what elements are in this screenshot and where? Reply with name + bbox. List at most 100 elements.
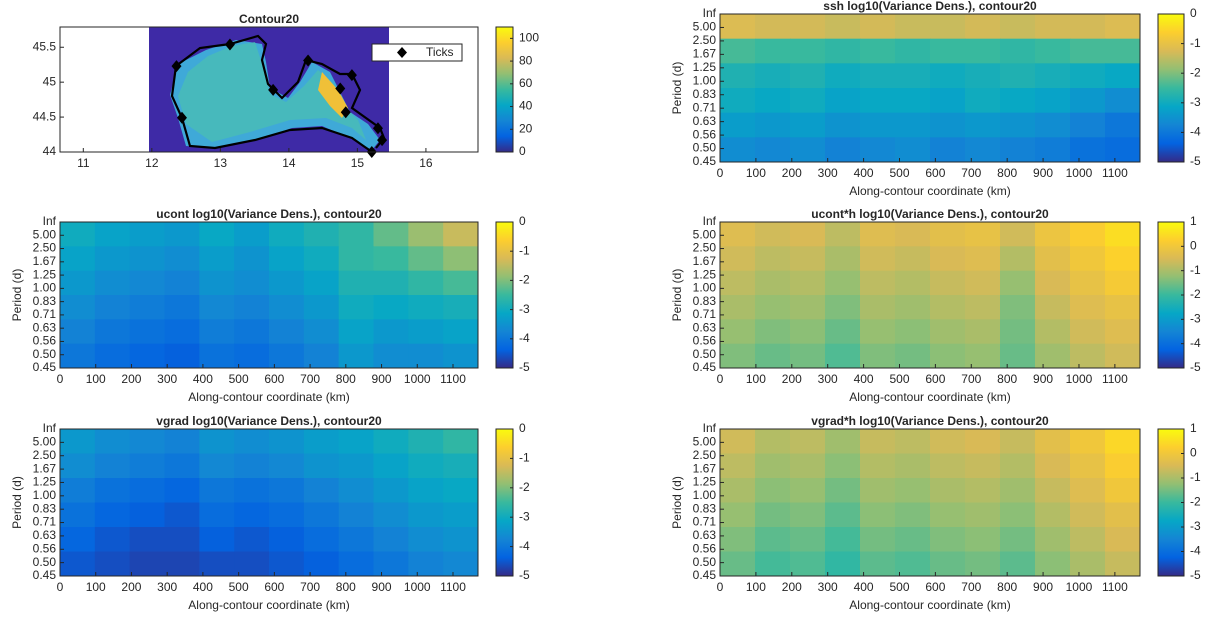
heatmap-cell (1035, 14, 1071, 40)
colorbar-tick-label: -3 (519, 509, 530, 523)
heatmap-cell (129, 343, 165, 369)
panel: 0 100 200 300 400 500 600 700 800 900 1000 1100 Inf5… (670, 207, 1201, 404)
heatmap-cell (234, 502, 270, 528)
heatmap-cell (720, 137, 756, 163)
heatmap-cell (164, 478, 200, 503)
heatmap-cell (164, 551, 200, 577)
x-tick-label: 900 (372, 580, 392, 594)
heatmap-cell (965, 38, 1001, 64)
heatmap-cell (1000, 453, 1036, 479)
heatmap-cell (1000, 527, 1036, 552)
heatmap-cell (895, 63, 931, 89)
heatmap-cell (755, 38, 791, 64)
heatmap-cell (199, 453, 235, 479)
heatmap-cell (303, 246, 340, 272)
heatmap-cell (860, 319, 896, 345)
heatmap-cell (269, 270, 305, 296)
x-tick-label: 900 (1033, 372, 1053, 386)
heatmap-cell (1000, 88, 1036, 114)
tick-marker (340, 106, 351, 119)
heatmap-cell (338, 551, 374, 577)
heatmap-cell (303, 343, 340, 369)
heatmap-cell (1035, 343, 1071, 369)
heatmap-cell (720, 527, 756, 552)
heatmap-cell (234, 270, 270, 296)
heatmap-cell (1070, 343, 1106, 369)
heatmap-cell (860, 63, 896, 89)
heatmap-cell (930, 112, 966, 138)
heatmap-cell (1035, 429, 1071, 454)
heatmap-cell (338, 502, 374, 528)
heatmap-cell (373, 246, 409, 272)
heatmap-cell (930, 478, 966, 503)
x-axis-label: Along-contour coordinate (km) (849, 184, 1010, 198)
heatmap-cell (790, 551, 826, 577)
heatmap-cell (303, 478, 340, 503)
heatmap-cell (164, 429, 200, 454)
colorbar-tick-label: 60 (519, 76, 533, 90)
x-tick-label: 1000 (404, 372, 431, 386)
y-tick-label: 1.00 (33, 488, 57, 502)
heatmap-cell (338, 343, 374, 369)
heatmap-cell (129, 270, 165, 296)
x-tick-label: 700 (961, 372, 981, 386)
heatmap-cell (930, 270, 966, 296)
heatmap-cell (1000, 14, 1036, 40)
y-tick-label: 1.00 (693, 488, 717, 502)
x-tick-label: 400 (193, 372, 213, 386)
heatmap-cell (338, 453, 374, 479)
heatmap-cell (94, 343, 131, 369)
heatmap-cell (965, 137, 1001, 163)
heatmap-cell (1105, 527, 1141, 552)
x-tick-label: 600 (264, 580, 284, 594)
heatmap-cell (303, 222, 340, 247)
x-tick-label: 1100 (440, 372, 466, 386)
heatmap-cell (720, 14, 756, 40)
heatmap-cell (234, 295, 270, 320)
heatmap-cell (930, 38, 966, 64)
tick-marker (224, 38, 235, 51)
x-tick-label: 400 (193, 580, 213, 594)
x-tick-label: 900 (1033, 166, 1053, 180)
heatmap-cell (129, 527, 165, 552)
heatmap-cell (60, 502, 96, 528)
y-tick-label: 2.50 (693, 448, 717, 462)
heatmap-cell (790, 453, 826, 479)
heatmap-cell (234, 246, 270, 272)
colorbar-tick-label: -2 (1190, 65, 1201, 79)
colorbar (495, 26, 514, 153)
colorbar-tick-label: 1 (1190, 214, 1197, 228)
heatmap-cell (129, 453, 165, 479)
x-tick-label: 500 (229, 372, 249, 386)
heatmap-cell (129, 295, 165, 320)
heatmap-cell (1105, 14, 1141, 40)
axes-frame (59, 221, 479, 369)
heatmap-cell (790, 88, 826, 114)
x-tick-label: 0 (57, 580, 64, 594)
heatmap-cell (1035, 112, 1071, 138)
y-tick-label: Inf (703, 421, 717, 435)
heatmap-cell (164, 295, 200, 320)
y-tick-label: 44 (43, 144, 57, 158)
heatmap-cell (234, 343, 270, 369)
heatmap-cell (373, 295, 409, 320)
heatmap-cell (720, 270, 756, 296)
heatmap-cell (164, 319, 200, 345)
tick-marker (335, 82, 346, 95)
heatmap-cell (164, 270, 200, 296)
y-tick-label: 0.71 (33, 515, 57, 529)
y-tick-label: 1.00 (693, 281, 717, 295)
heatmap-cell (1070, 270, 1106, 296)
colorbar (495, 221, 514, 369)
panel: 0 100 200 300 400 500 600 700 800 900 1000 1100 Inf5… (10, 207, 530, 404)
heatmap-cell (1000, 295, 1036, 320)
heatmap-cell (755, 527, 791, 552)
x-tick-label: 200 (782, 580, 802, 594)
heatmap-cell (860, 295, 896, 320)
heatmap-cell (790, 502, 826, 528)
heatmap-cell (825, 222, 861, 247)
heatmap-cell (895, 319, 931, 345)
y-axis-label: Period (d) (670, 476, 684, 529)
heatmap-cell (408, 478, 444, 503)
